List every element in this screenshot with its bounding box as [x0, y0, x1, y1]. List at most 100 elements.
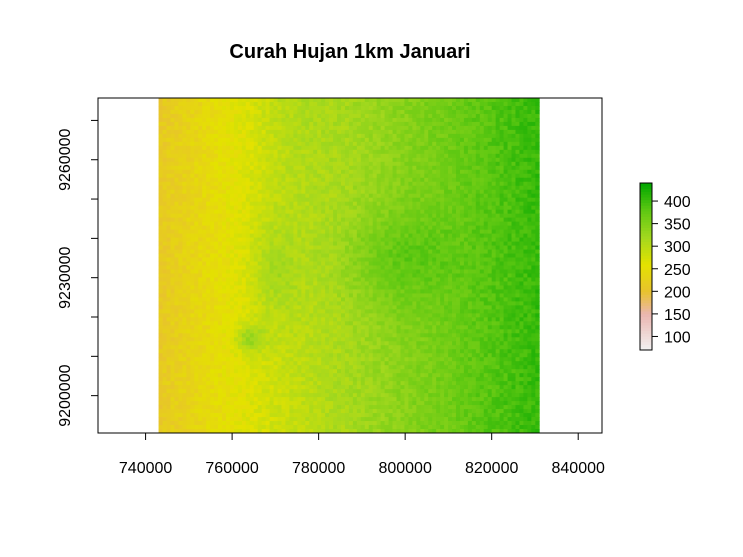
- raster-cell: [348, 253, 354, 258]
- raster-cell: [535, 177, 540, 183]
- raster-cell: [352, 241, 358, 246]
- raster-cell: [225, 169, 231, 175]
- raster-cell: [408, 117, 413, 123]
- raster-cell: [384, 149, 389, 155]
- raster-cell: [455, 273, 461, 278]
- raster-cell: [277, 217, 282, 223]
- raster-cell: [249, 213, 255, 219]
- raster-cell: [233, 205, 239, 211]
- raster-cell: [182, 125, 187, 131]
- raster-cell: [229, 189, 235, 195]
- raster-cell: [408, 98, 413, 103]
- raster-cell: [368, 265, 374, 270]
- raster-cell: [420, 197, 425, 203]
- raster-cell: [511, 293, 516, 298]
- raster-cell: [440, 133, 445, 139]
- raster-cell: [337, 201, 342, 207]
- raster-cell: [229, 165, 235, 171]
- raster-cell: [253, 173, 259, 179]
- raster-cell: [495, 229, 501, 234]
- raster-cell: [241, 269, 247, 274]
- raster-cell: [412, 161, 417, 167]
- raster-cell: [218, 297, 223, 302]
- raster-cell: [372, 98, 378, 103]
- raster-cell: [222, 125, 227, 131]
- raster-cell: [396, 253, 401, 258]
- raster-cell: [305, 181, 310, 187]
- raster-cell: [170, 297, 175, 302]
- raster-cell: [186, 281, 191, 286]
- raster-cell: [214, 205, 219, 211]
- raster-cell: [444, 205, 449, 211]
- raster-cell: [233, 137, 239, 143]
- raster-cell: [261, 297, 267, 302]
- raster-cell: [190, 229, 195, 234]
- raster-cell: [301, 157, 306, 163]
- raster-cell: [479, 273, 485, 278]
- raster-cell: [265, 261, 271, 266]
- raster-cell: [321, 177, 326, 183]
- raster-cell: [253, 157, 259, 163]
- raster-cell: [281, 117, 286, 123]
- raster-cell: [206, 205, 211, 211]
- raster-cell: [337, 141, 342, 147]
- raster-cell: [293, 277, 298, 282]
- raster-cell: [408, 293, 413, 298]
- raster-cell: [249, 257, 255, 262]
- raster-cell: [372, 225, 378, 231]
- raster-cell: [511, 289, 516, 294]
- raster-cell: [499, 297, 504, 302]
- raster-cell: [265, 105, 271, 111]
- raster-cell: [428, 145, 433, 151]
- raster-cell: [190, 121, 195, 127]
- raster-cell: [257, 101, 263, 107]
- raster-cell: [229, 289, 235, 294]
- raster-cell: [384, 145, 389, 151]
- raster-cell: [166, 121, 171, 127]
- raster-cell: [475, 297, 481, 302]
- raster-cell: [293, 265, 298, 270]
- raster-cell: [293, 213, 298, 219]
- raster-cell: [396, 229, 401, 234]
- raster-cell: [273, 185, 278, 191]
- raster-cell: [531, 189, 536, 195]
- raster-cell: [440, 173, 445, 179]
- raster-cell: [356, 301, 362, 306]
- raster-cell: [309, 241, 314, 246]
- raster-cell: [166, 257, 171, 262]
- raster-cell: [245, 273, 251, 278]
- raster-cell: [368, 141, 374, 147]
- raster-cell: [174, 161, 179, 167]
- raster-cell: [495, 109, 501, 115]
- raster-cell: [400, 161, 405, 167]
- raster-cell: [277, 145, 282, 151]
- raster-cell: [348, 101, 354, 107]
- raster-cell: [309, 237, 314, 242]
- raster-cell: [174, 117, 179, 123]
- raster-cell: [428, 237, 433, 242]
- raster-cell: [412, 149, 417, 155]
- raster-cell: [352, 101, 358, 107]
- raster-cell: [519, 133, 524, 139]
- raster-cell: [424, 185, 429, 191]
- raster-cell: [455, 157, 461, 163]
- raster-cell: [344, 209, 350, 215]
- raster-cell: [225, 273, 231, 278]
- raster-cell: [249, 169, 255, 175]
- raster-cell: [467, 181, 473, 187]
- raster-cell: [337, 257, 342, 262]
- raster-cell: [301, 189, 306, 195]
- raster-cell: [186, 133, 191, 139]
- raster-cell: [384, 301, 389, 306]
- raster-cell: [237, 277, 243, 282]
- raster-cell: [265, 197, 271, 203]
- raster-cell: [452, 205, 457, 211]
- raster-cell: [463, 221, 469, 227]
- raster-cell: [523, 125, 528, 131]
- raster-cell: [531, 229, 536, 234]
- raster-cell: [432, 189, 437, 195]
- raster-cell: [301, 141, 306, 147]
- raster-cell: [424, 229, 429, 234]
- raster-cell: [495, 213, 501, 219]
- raster-cell: [190, 113, 195, 119]
